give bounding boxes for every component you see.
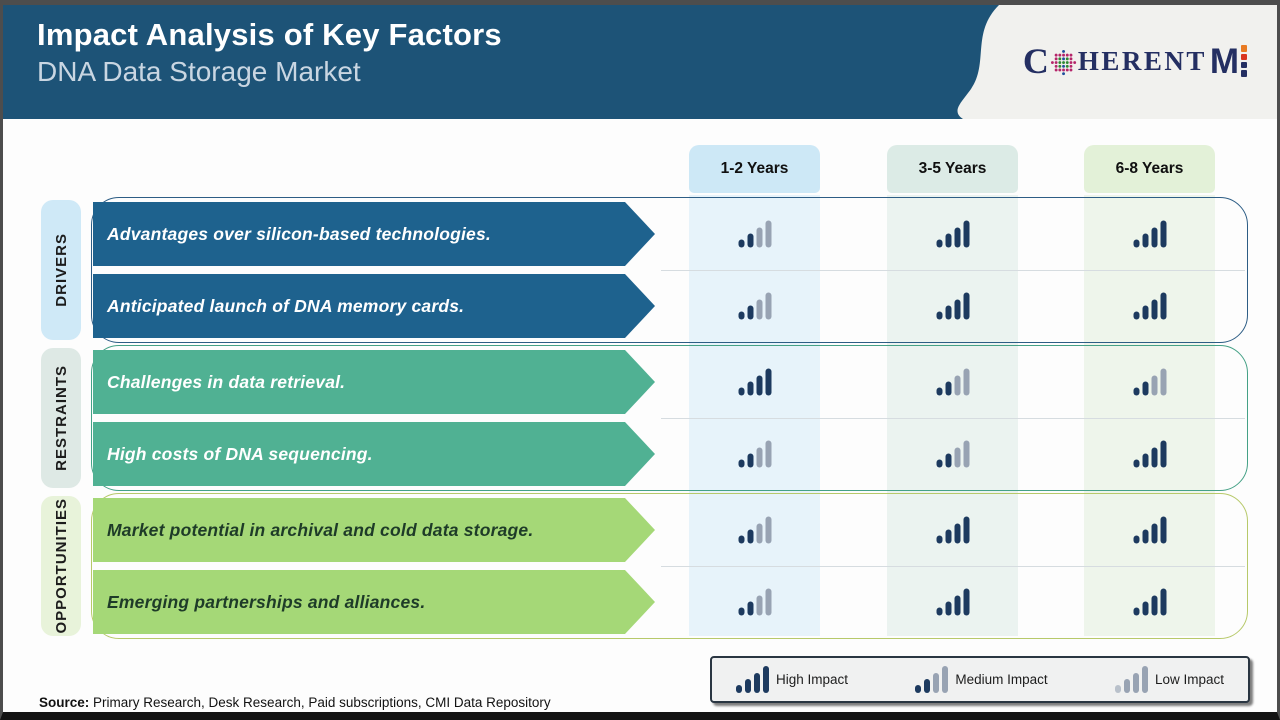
- column-band-6-8-years: [1084, 195, 1215, 636]
- high-impact-bars-icon: [936, 588, 969, 616]
- coherent-mi-logo: C HERENT M: [1023, 43, 1247, 79]
- high-impact-bars-icon: [936, 220, 969, 248]
- header-swoosh-shape: [957, 5, 1277, 119]
- medium-impact-bars-icon: [1133, 368, 1166, 396]
- legend-label: High Impact: [776, 672, 849, 687]
- column-band-3-5-years: [887, 195, 1018, 636]
- category-label-restraints: RESTRAINTS: [41, 348, 81, 488]
- medium-impact-bars-icon: [738, 588, 771, 616]
- legend-item-high: High Impact: [736, 666, 848, 693]
- high-impact-bars-icon: [736, 666, 769, 693]
- column-header-3-5-years: 3-5 Years: [887, 145, 1018, 193]
- high-impact-bars-icon: [936, 516, 969, 544]
- header-banner: Impact Analysis of Key Factors DNA Data …: [3, 5, 1277, 119]
- legend-item-medium: Medium Impact: [915, 666, 1048, 693]
- factor-arrow: High costs of DNA sequencing.: [93, 422, 655, 486]
- high-impact-bars-icon: [736, 666, 769, 693]
- group-outline-drivers: [91, 197, 1248, 343]
- group-outline-opportunities: [91, 493, 1248, 639]
- factor-arrow: Advantages over silicon-based technologi…: [93, 202, 655, 266]
- medium-impact-bars-icon: [738, 516, 771, 544]
- medium-impact-bars-icon: [936, 440, 969, 468]
- category-label-text: OPPORTUNITIES: [52, 498, 70, 634]
- column-band-1-2-years: [689, 195, 820, 636]
- high-impact-bars-icon: [1133, 220, 1166, 248]
- page-subtitle: DNA Data Storage Market: [37, 56, 361, 87]
- medium-impact-bars-icon: [738, 292, 771, 320]
- medium-impact-bars-icon: [738, 440, 771, 468]
- row-separator: [661, 270, 1245, 271]
- globe-icon: [1050, 49, 1076, 75]
- high-impact-bars-icon: [1133, 440, 1166, 468]
- high-impact-bars-icon: [1133, 588, 1166, 616]
- medium-impact-bars-icon: [915, 666, 949, 693]
- category-label-opportunities: OPPORTUNITIES: [41, 496, 81, 636]
- factor-arrow: Emerging partnerships and alliances.: [93, 570, 655, 634]
- medium-impact-bars-icon: [936, 368, 969, 396]
- factor-arrow: Challenges in data retrieval.: [93, 350, 655, 414]
- high-impact-bars-icon: [1133, 516, 1166, 544]
- legend-item-low: Low Impact: [1114, 666, 1224, 693]
- column-header-1-2-years: 1-2 Years: [689, 145, 820, 193]
- high-impact-bars-icon: [1133, 292, 1166, 320]
- factor-arrow: Market potential in archival and cold da…: [93, 498, 655, 562]
- low-impact-bars-icon: [1114, 666, 1148, 693]
- high-impact-bars-icon: [738, 368, 771, 396]
- row-separator: [661, 418, 1245, 419]
- impact-legend: High Impact Medium Impact Low Impact: [710, 656, 1250, 703]
- category-label-text: RESTRAINTS: [52, 365, 70, 471]
- logo-text-herent: HERENT: [1077, 45, 1207, 76]
- logo-letter-c: C: [1022, 41, 1049, 81]
- logo-letter-m: M: [1209, 41, 1239, 81]
- factor-arrow: Anticipated launch of DNA memory cards.: [93, 274, 655, 338]
- category-label-text: DRIVERS: [52, 233, 70, 307]
- legend-label: Low Impact: [1154, 672, 1224, 687]
- logo-letter-i-segments: [1241, 45, 1247, 77]
- medium-impact-bars-icon: [915, 666, 949, 693]
- source-prefix: Source:: [39, 695, 90, 710]
- category-label-drivers: DRIVERS: [41, 200, 81, 340]
- column-header-6-8-years: 6-8 Years: [1084, 145, 1215, 193]
- row-separator: [661, 566, 1245, 567]
- page-title: Impact Analysis of Key Factors: [37, 17, 502, 52]
- group-outline-restraints: [91, 345, 1248, 491]
- medium-impact-bars-icon: [738, 220, 771, 248]
- low-impact-bars-icon: [1114, 666, 1148, 693]
- source-note: Source: Primary Research, Desk Research,…: [39, 695, 551, 710]
- source-text: Primary Research, Desk Research, Paid su…: [89, 695, 551, 710]
- legend-label: Medium Impact: [955, 672, 1048, 687]
- high-impact-bars-icon: [936, 292, 969, 320]
